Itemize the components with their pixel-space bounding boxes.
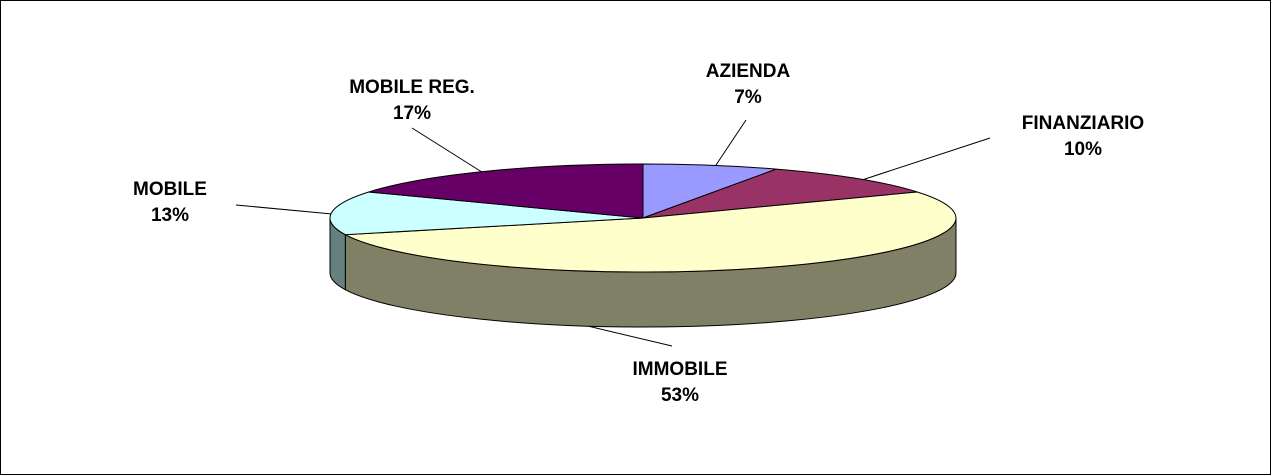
slice-label: MOBILE REG. xyxy=(349,77,475,98)
slice xyxy=(368,163,644,219)
slice-value-label: 7% xyxy=(734,87,762,108)
slice-value-label: 10% xyxy=(1064,139,1102,160)
leader-line xyxy=(411,127,486,175)
slice-label: AZIENDA xyxy=(706,61,791,82)
leader-line xyxy=(713,119,747,169)
pie xyxy=(329,163,957,328)
slice-value-label: 13% xyxy=(151,205,189,226)
slice-label: MOBILE xyxy=(133,179,207,200)
slice-value-label: 17% xyxy=(393,103,431,124)
labels: AZIENDA 7% FINANZIARIO 10% IMMOBILE 53% MOBILE… xyxy=(133,61,1144,406)
slice-label: IMMOBILE xyxy=(633,359,728,380)
slice-value-label: 53% xyxy=(661,385,699,406)
leader-line xyxy=(235,204,333,215)
slice xyxy=(343,191,957,273)
slice xyxy=(642,168,918,219)
leader-line xyxy=(861,137,991,181)
slice-label: FINANZIARIO xyxy=(1022,113,1144,134)
slice xyxy=(642,163,777,219)
slice xyxy=(329,191,644,236)
